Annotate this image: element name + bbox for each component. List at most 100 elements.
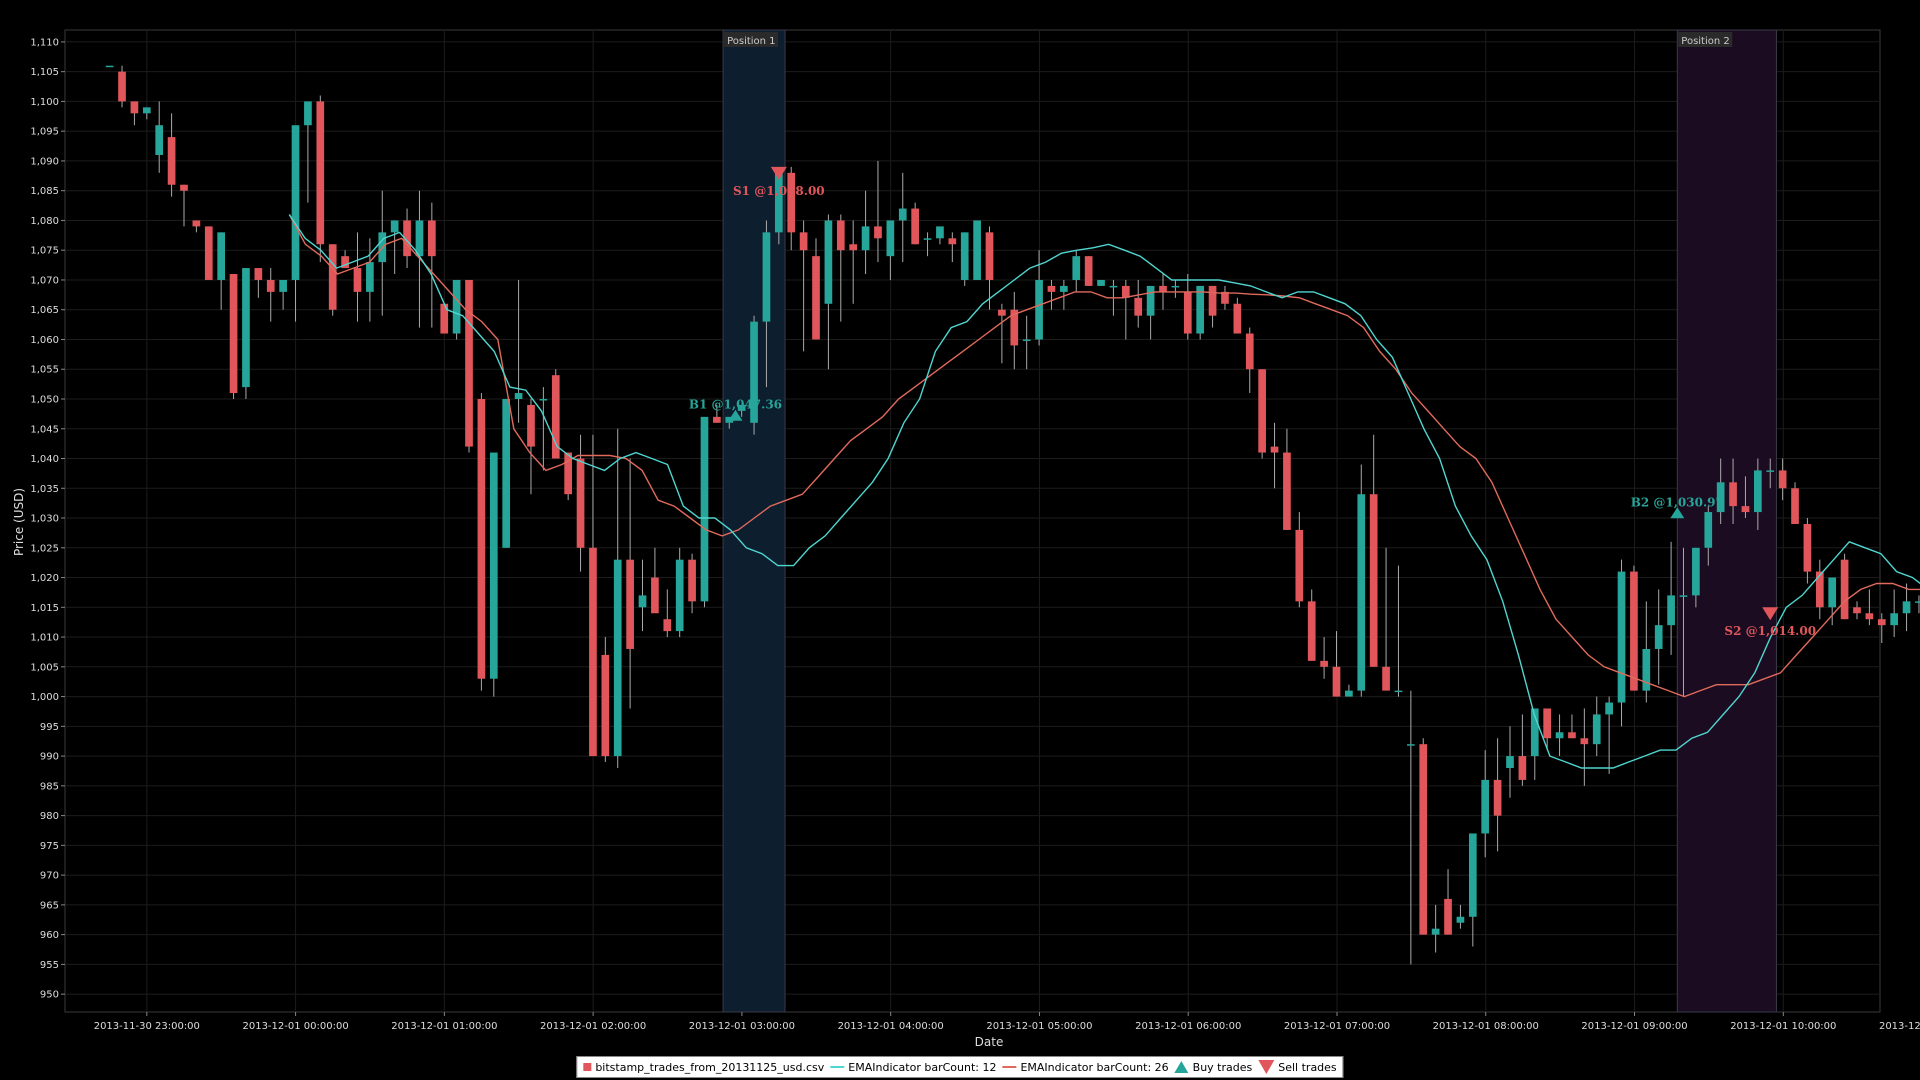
- candle-body: [1060, 285, 1068, 292]
- candle-body: [1345, 690, 1353, 697]
- candle-body: [1865, 613, 1874, 620]
- candle-body: [217, 232, 226, 280]
- candle-body: [1580, 738, 1589, 745]
- candle-body: [341, 256, 349, 269]
- candle-body: [1109, 285, 1118, 288]
- candle-body: [750, 321, 758, 423]
- legend-label-buy: Buy trades: [1192, 1060, 1253, 1074]
- legend-label-ema26: EMAIndicator barCount: 26: [1020, 1060, 1169, 1074]
- candle-body: [1642, 648, 1651, 691]
- candle-body: [1654, 625, 1663, 649]
- x-axis-ticks: 2013-11-30 23:00:00 2013-12-01 00:00:00 20…: [94, 1012, 1920, 1032]
- candle-body: [1283, 452, 1291, 530]
- candle-body: [1617, 571, 1626, 703]
- y-tick-label: 1,095: [30, 127, 59, 138]
- plot-area: [64, 29, 1881, 1013]
- candle-body: [229, 274, 238, 394]
- candle-body: [192, 220, 201, 227]
- candle-body: [105, 65, 114, 68]
- candle-body: [1419, 744, 1428, 935]
- candle-body: [1568, 732, 1576, 739]
- candle-body: [465, 279, 473, 447]
- y-axis-ticks: 950 955 960 965 970 975 980 985 990 995 1,000 1,005…: [30, 37, 65, 1001]
- candle-body: [1208, 285, 1217, 316]
- legend-label-ema12: EMAIndicator barCount: 12: [848, 1060, 997, 1074]
- candle-body: [1047, 285, 1056, 292]
- y-tick-label: 975: [40, 841, 59, 852]
- y-tick-label: 985: [40, 781, 59, 792]
- candle-body: [737, 404, 746, 411]
- legend-item-buy: Buy trades: [1174, 1060, 1253, 1074]
- candle-body: [836, 220, 845, 251]
- y-tick-label: 1,080: [30, 216, 59, 227]
- candle-body: [998, 309, 1006, 316]
- buy-marker: [1670, 507, 1685, 519]
- x-tick-label: 2013-12-01 00:00:00: [242, 1021, 348, 1032]
- y-tick-label: 1,110: [30, 37, 59, 48]
- candle-body: [155, 125, 164, 155]
- y-tick-label: 1,020: [30, 573, 59, 584]
- x-tick-label: 2013-12-01 04:00:00: [838, 1021, 944, 1032]
- candle-body: [390, 220, 399, 233]
- candle-body: [1022, 339, 1031, 341]
- candle-body: [688, 559, 696, 602]
- x-tick-label: 2013-12-01 11:00:00: [1879, 1021, 1920, 1032]
- y-tick-label: 1,060: [30, 335, 59, 346]
- sell-marker: [1762, 607, 1779, 621]
- candle-body: [1468, 833, 1477, 917]
- candle-body: [1853, 607, 1861, 614]
- candle-body: [613, 559, 622, 757]
- candle-body: [1171, 285, 1180, 288]
- candle-body: [762, 232, 771, 322]
- triangle-up-icon: [1174, 1061, 1189, 1073]
- y-axis-label: Price (USD): [12, 488, 26, 556]
- candle-body: [1407, 744, 1415, 746]
- candle-body: [1729, 482, 1737, 507]
- x-tick-label: 2013-12-01 09:00:00: [1581, 1021, 1687, 1032]
- y-tick-label: 1,000: [30, 692, 59, 703]
- y-tick-label: 965: [40, 900, 59, 911]
- candle-body: [1778, 470, 1787, 489]
- candle-body: [502, 398, 511, 548]
- trade-markers: B1 @1,047.36 S1 @1,088.00 B2 @1,030.97 S2 @…: [689, 166, 1816, 638]
- legend-label-sell: Sell trades: [1278, 1060, 1337, 1074]
- candle-body: [1803, 523, 1812, 572]
- line-icon: [830, 1066, 845, 1068]
- candle-body: [1121, 285, 1130, 298]
- candle-body: [1915, 601, 1920, 603]
- trade-label: B2 @1,030.97: [1631, 495, 1724, 509]
- candle-body: [415, 220, 424, 257]
- x-tick-label: 2013-12-01 08:00:00: [1433, 1021, 1539, 1032]
- position-highlights: Position 1 Position 2: [722, 29, 1777, 1013]
- candle-body: [1097, 279, 1105, 286]
- candle-body: [1518, 756, 1527, 780]
- candle-body: [1766, 470, 1775, 472]
- candle-body: [242, 268, 250, 388]
- candle-body: [626, 559, 634, 649]
- buy-marker: [728, 409, 743, 421]
- y-tick-label: 1,005: [30, 662, 59, 673]
- y-tick-label: 1,065: [30, 305, 59, 316]
- trade-label: S1 @1,088.00: [733, 184, 825, 198]
- trade-label: B1 @1,047.36: [689, 398, 782, 412]
- legend-label-candles: bitstamp_trades_from_20131125_usd.csv: [595, 1060, 825, 1074]
- candle-body: [1245, 333, 1254, 370]
- candle-body: [1270, 446, 1279, 453]
- y-tick-label: 1,035: [30, 484, 59, 495]
- candle-body: [316, 101, 325, 245]
- candle-body: [799, 232, 808, 251]
- legend-item-sell: Sell trades: [1258, 1060, 1337, 1074]
- trade-label: S2 @1,014.00: [1724, 624, 1816, 638]
- x-axis-label: Date: [975, 1035, 1004, 1049]
- candle-body: [812, 256, 820, 340]
- candle-body: [489, 452, 498, 679]
- candle-body: [130, 101, 139, 114]
- candle-body: [973, 220, 981, 280]
- candle-body: [1605, 702, 1613, 715]
- y-tick-label: 960: [40, 930, 59, 941]
- candle-body: [1369, 494, 1378, 667]
- candle-body: [1456, 916, 1465, 923]
- candle-body: [1630, 571, 1638, 691]
- y-tick-label: 995: [40, 722, 59, 733]
- position-label-bg: [1678, 32, 1733, 47]
